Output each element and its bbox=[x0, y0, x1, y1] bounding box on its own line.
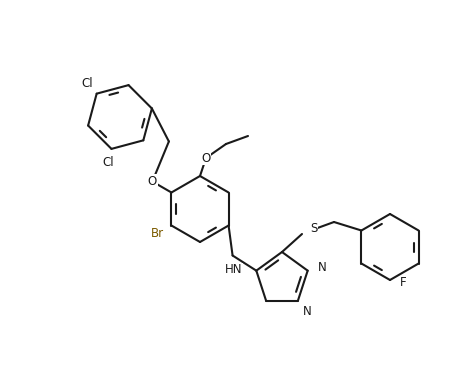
Text: O: O bbox=[148, 175, 157, 188]
Text: Cl: Cl bbox=[81, 77, 93, 90]
Text: S: S bbox=[310, 223, 317, 235]
Text: F: F bbox=[400, 277, 406, 289]
Text: N: N bbox=[318, 261, 327, 274]
Text: O: O bbox=[202, 151, 211, 165]
Text: N: N bbox=[303, 305, 312, 318]
Text: HN: HN bbox=[225, 263, 242, 276]
Text: Br: Br bbox=[151, 227, 164, 240]
Text: Cl: Cl bbox=[102, 156, 114, 169]
